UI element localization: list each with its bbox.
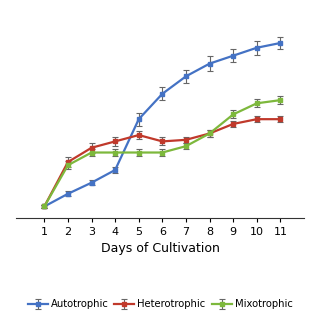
- Legend: Autotrophic, Heterotrophic, Mixotrophic: Autotrophic, Heterotrophic, Mixotrophic: [28, 299, 292, 309]
- X-axis label: Days of Cultivation: Days of Cultivation: [100, 242, 220, 255]
